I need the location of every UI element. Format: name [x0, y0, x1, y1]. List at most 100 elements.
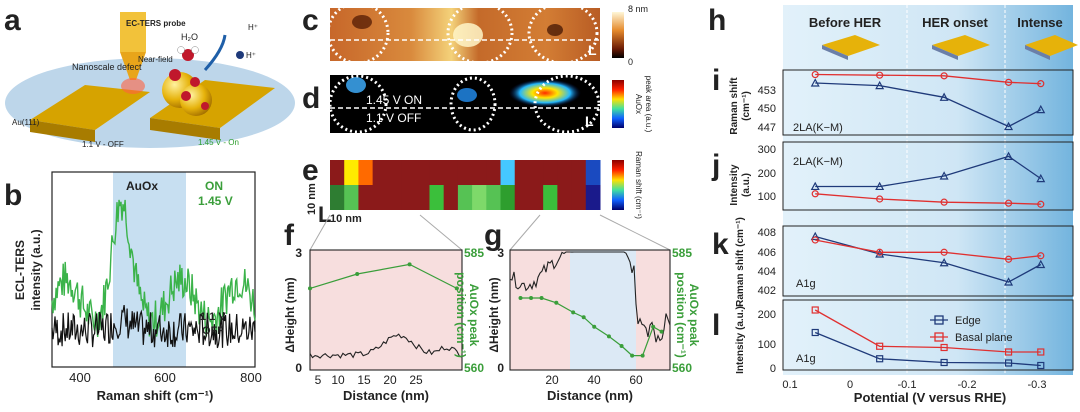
- panel-label-c: c: [302, 4, 319, 37]
- panel-label-a: a: [4, 4, 21, 37]
- plot-frame-l: [782, 299, 1074, 371]
- ytick-j-2: 100: [758, 191, 776, 203]
- ylabel-i2: (cm⁻¹): [741, 91, 752, 121]
- band-label: AuOx: [126, 179, 158, 193]
- panel-label-h: h: [708, 4, 726, 37]
- map-cell: [543, 185, 558, 210]
- xtick-b-400: 400: [69, 370, 91, 385]
- plot-frame-k: [782, 225, 1074, 297]
- cbar-min-c: 0: [628, 57, 633, 67]
- series-line-l: [814, 331, 1041, 367]
- data-point: [1004, 348, 1013, 356]
- xtick-f-25: 25: [409, 373, 423, 387]
- off-spectrum-line: [51, 305, 256, 349]
- probe-label: EC-TERS probe: [126, 19, 186, 28]
- afm-map-c: L 8 nm 0: [326, 1, 648, 67]
- data-point: [811, 190, 819, 198]
- off-label-b2: OFF: [202, 325, 224, 337]
- map-cell: [386, 185, 402, 210]
- map-cell: [543, 160, 558, 185]
- defect-label: Nanoscale defect: [72, 62, 142, 72]
- plot-frame-b: [51, 171, 256, 368]
- map-cell: [358, 160, 374, 185]
- peak-point: [630, 353, 635, 358]
- map-cell: [500, 160, 516, 185]
- map-cell: [557, 185, 573, 210]
- colorbar-e: [612, 160, 624, 210]
- map-cell: [557, 160, 573, 185]
- h-ion-icon: [236, 51, 244, 59]
- data-point: [811, 70, 819, 79]
- on-label-b2: 1.45 V: [198, 194, 233, 208]
- ylabel-f: ΔHeight (nm): [283, 277, 297, 352]
- xtick-f-15: 15: [357, 373, 371, 387]
- h-plus-label-2: H⁺: [246, 51, 256, 60]
- map-cell: [372, 160, 388, 185]
- mos2-crystal-icon: [932, 35, 990, 60]
- map-cell: [330, 160, 345, 185]
- map-cell: [443, 160, 459, 185]
- peak-point: [355, 272, 360, 276]
- xtick-f-10: 10: [331, 373, 345, 387]
- panel-label-i: i: [712, 64, 720, 97]
- series-line-i: [815, 73, 1041, 85]
- peak-line: [309, 263, 458, 289]
- panel-label-e: e: [302, 154, 319, 187]
- data-point: [1004, 199, 1013, 207]
- data-point: [810, 231, 820, 241]
- shade-f: [310, 250, 462, 370]
- legend-basal: Basal plane: [955, 332, 1013, 344]
- data-point: [875, 249, 885, 258]
- plot-frame-j: [782, 141, 1074, 211]
- map-cell: [457, 185, 473, 210]
- ylabel-j2: (a.u.): [741, 173, 752, 197]
- xtick-h-neg0.2: -0.2: [958, 379, 977, 391]
- ylabel-g: ΔHeight (nm): [487, 277, 501, 352]
- data-point: [1004, 151, 1014, 160]
- ylabel-l: Intensity (a.u.): [735, 306, 746, 374]
- au-label: Au(111): [12, 118, 40, 127]
- data-point: [1037, 252, 1045, 260]
- panel-label-b: b: [4, 179, 22, 212]
- mode-i: 2LA(K−M): [793, 122, 843, 134]
- height-profile-f: [309, 333, 463, 359]
- xtick-g-20: 20: [545, 373, 559, 387]
- legend-l: Edge Basal plane: [930, 315, 1013, 344]
- map-cell: [486, 160, 502, 185]
- xtick-g-40: 40: [587, 373, 601, 387]
- ylabel-k: Raman shift (cm⁻¹): [735, 217, 746, 307]
- xlabel-b: Raman shift (cm⁻¹): [97, 388, 214, 403]
- data-point: [1004, 121, 1014, 131]
- peak-series-g: [518, 296, 664, 358]
- map-cell: [571, 160, 587, 185]
- data-point: [1037, 200, 1045, 208]
- series-line-j: [815, 193, 1041, 205]
- ytick-l-1: 100: [758, 339, 776, 351]
- data-point: [811, 236, 819, 244]
- ylabel-i1: Raman shift: [729, 77, 740, 135]
- xtick-h-0: 0: [847, 379, 853, 391]
- panel-label-d: d: [302, 82, 320, 115]
- peak-point: [518, 296, 523, 300]
- raman-map-e: [330, 160, 601, 210]
- peak-point: [529, 296, 534, 300]
- peak-point: [581, 315, 586, 320]
- ylabel-b1: ECL-TERS: [13, 240, 27, 300]
- data-point: [810, 181, 820, 191]
- ybot-f: 0: [295, 361, 302, 375]
- cbar-max-c: 8 nm: [628, 4, 648, 14]
- data-point: [940, 198, 948, 206]
- profile-g: 3 0 585 560 ΔHeight (nm) AuOx peak posit…: [487, 214, 701, 403]
- data-point: [1036, 173, 1046, 183]
- peak-point: [592, 324, 597, 329]
- y2bot-g: 560: [672, 361, 692, 375]
- map-cell: [330, 185, 345, 210]
- peak-point: [454, 286, 459, 291]
- colorbar-c: [612, 12, 624, 58]
- ytick-k-2: 404: [758, 266, 776, 278]
- on-label: 1.45 V - On: [198, 138, 239, 147]
- her-background: [783, 5, 1073, 375]
- data-point: [1037, 361, 1045, 370]
- gold-slab-left: [30, 85, 150, 142]
